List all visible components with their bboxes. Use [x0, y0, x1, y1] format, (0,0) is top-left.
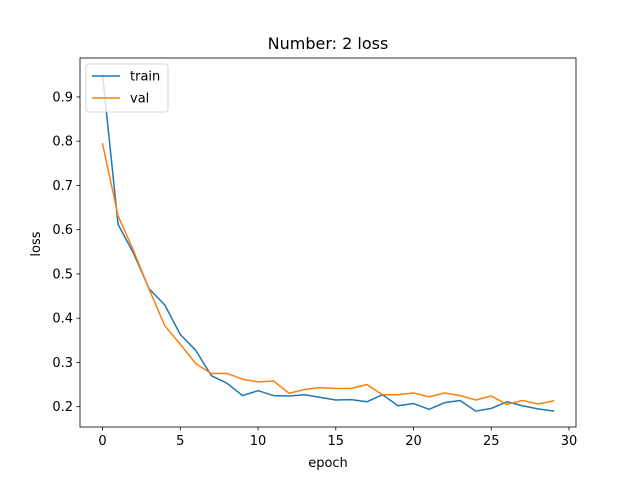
x-tick-label: 0: [98, 434, 106, 449]
y-tick-label: 0.2: [52, 400, 73, 415]
x-tick-label: 25: [483, 434, 500, 449]
plot-area: 0 5 10 15 20 25 30 0.2 0.3 0.4 0.5 0.6 0.7 0.8 0.9: [52, 57, 578, 449]
series-line-train: [101, 73, 555, 412]
x-tick-label: 15: [328, 434, 345, 449]
chart-title: Number: 2 loss: [268, 34, 389, 53]
legend-label-train: train: [130, 70, 160, 85]
y-tick-label: 0.6: [52, 223, 73, 238]
x-axis-label: epoch: [308, 456, 348, 471]
y-tick-label: 0.3: [52, 356, 73, 371]
x-tick-label: 30: [561, 434, 578, 449]
x-tick-label: 10: [250, 434, 267, 449]
series-line-val: [101, 142, 555, 406]
y-tick-label: 0.8: [52, 135, 73, 150]
y-tick-label: 0.9: [52, 90, 73, 105]
legend: train val: [85, 63, 169, 113]
legend-label-val: val: [130, 92, 149, 107]
x-tick-label: 20: [405, 434, 422, 449]
y-tick-label: 0.4: [52, 312, 73, 327]
axes-frame: [79, 57, 577, 428]
y-axis-label: loss: [29, 231, 44, 256]
y-tick-label: 0.7: [52, 179, 73, 194]
x-tick-label: 5: [176, 434, 184, 449]
y-tick-label: 0.5: [52, 267, 73, 282]
